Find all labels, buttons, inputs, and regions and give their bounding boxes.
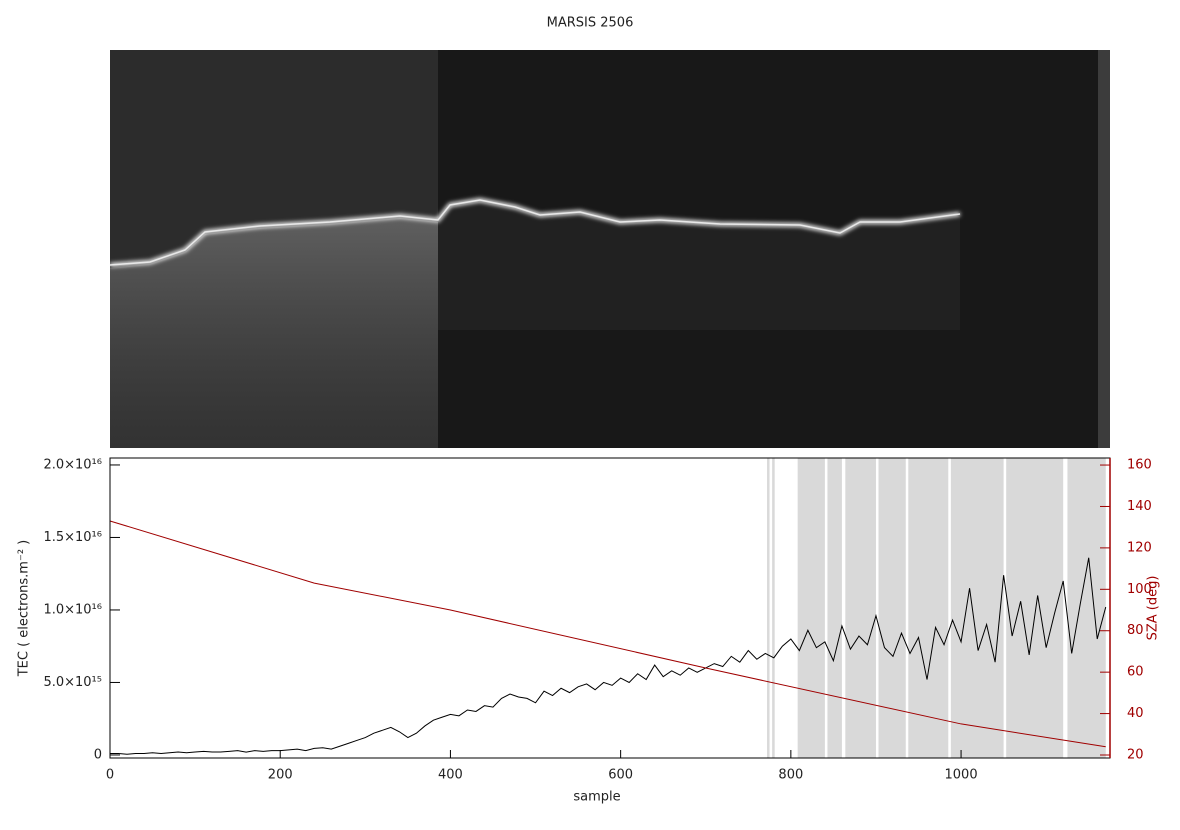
chart-title: MARSIS 2506 (547, 16, 634, 31)
y2-tick-label: 60 (1127, 665, 1144, 680)
shaded-range (950, 458, 1004, 758)
y-tick-label: 2.0×10¹⁶ (43, 457, 102, 472)
y2-tick-label: 80 (1127, 623, 1144, 638)
y2-tick-label: 20 (1127, 747, 1144, 762)
y2-tick-label: 120 (1127, 540, 1152, 555)
shaded-range (878, 458, 906, 758)
y-tick-label: 1.0×10¹⁶ (43, 602, 102, 617)
x-tick-label: 1000 (945, 768, 978, 783)
y2-tick-label: 140 (1127, 499, 1152, 514)
radargram-edge (1098, 50, 1110, 448)
shaded-range (797, 458, 825, 758)
radargram (109, 50, 1110, 448)
series-line (109, 520, 1106, 748)
y2-tick-label: 40 (1127, 706, 1144, 721)
shaded-range (1006, 458, 1064, 758)
x-tick-label: 0 (106, 768, 114, 783)
y2-tick-label: 100 (1127, 582, 1152, 597)
y-axis-label: TEC ( electrons.m⁻² ) (17, 540, 32, 678)
x-tick-label: 200 (268, 768, 293, 783)
shaded-range (767, 458, 770, 758)
shaded-range (827, 458, 842, 758)
subsurface-haze (110, 218, 438, 448)
y-tick-label: 5.0×10¹⁵ (43, 675, 102, 690)
series-line (110, 557, 1107, 755)
x-tick-label: 400 (438, 768, 463, 783)
y-tick-label: 0 (94, 747, 102, 762)
subsurface-haze-right (438, 202, 960, 330)
y2-axis-label: SZA (deg) (1146, 576, 1161, 641)
surface-echo (109, 199, 961, 266)
y-tick-label: 1.5×10¹⁶ (43, 530, 102, 545)
shaded-range (845, 458, 876, 758)
shaded-range (908, 458, 949, 758)
x-axis-label: sample (573, 790, 620, 805)
shaded-range (772, 458, 775, 758)
shaded-range (1067, 458, 1106, 758)
x-tick-label: 800 (778, 768, 803, 783)
x-tick-label: 600 (608, 768, 633, 783)
y2-tick-label: 160 (1127, 458, 1152, 473)
